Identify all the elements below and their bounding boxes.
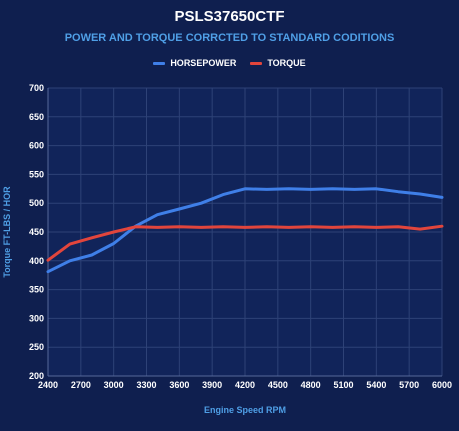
- x-tick-label: 4800: [301, 380, 321, 390]
- x-tick-label: 4200: [235, 380, 255, 390]
- y-axis-ticks: 200 250 300 350 400 450 500 550 600 650 700: [29, 83, 44, 381]
- y-tick-label: 550: [29, 169, 44, 179]
- legend-swatch-torque: [250, 61, 263, 65]
- y-tick-label: 300: [29, 313, 44, 323]
- x-tick-label: 5100: [333, 380, 353, 390]
- x-tick-label: 4500: [268, 380, 288, 390]
- x-tick-label: 5700: [399, 380, 419, 390]
- legend: HORSEPOWER TORQUE: [0, 58, 459, 68]
- x-tick-label: 3900: [202, 380, 222, 390]
- legend-label-torque: TORQUE: [267, 58, 306, 68]
- legend-label-horsepower: HORSEPOWER: [170, 58, 237, 68]
- y-tick-label: 250: [29, 342, 44, 352]
- y-tick-label: 400: [29, 256, 44, 266]
- chart-title: PSLS37650CTF: [174, 8, 285, 25]
- x-tick-label: 3600: [169, 380, 189, 390]
- x-axis-ticks: 2400 2700 3000 3300 3600 3900 4200 4500 4800 5100…: [38, 380, 452, 390]
- x-tick-label: 5400: [366, 380, 386, 390]
- grid: [47, 87, 443, 377]
- x-tick-label: 6000: [432, 380, 452, 390]
- series-line-horsepower: [46, 187, 444, 274]
- legend-swatch-horsepower: [153, 61, 166, 65]
- chart-subtitle: POWER AND TORQUE CORRCTED TO STANDARD CO…: [64, 32, 395, 44]
- x-axis-label: Engine Speed RPM: [204, 405, 286, 415]
- x-tick-label: 3000: [104, 380, 124, 390]
- y-tick-label: 500: [29, 198, 44, 208]
- y-tick-label: 450: [29, 227, 44, 237]
- legend-item-torque[interactable]: TORQUE: [250, 58, 306, 68]
- legend-item-horsepower[interactable]: HORSEPOWER: [153, 58, 236, 68]
- series-line-torque: [46, 224, 444, 262]
- y-tick-label: 200: [29, 371, 44, 381]
- x-tick-label: 2700: [71, 380, 91, 390]
- series-lines: [46, 187, 444, 274]
- x-tick-label: 2400: [38, 380, 58, 390]
- y-tick-label: 600: [29, 141, 44, 151]
- y-axis-label: Torque FT-LBS / HOR: [2, 186, 12, 278]
- y-tick-label: 650: [29, 112, 44, 122]
- x-tick-label: 3300: [136, 380, 156, 390]
- y-tick-label: 700: [29, 83, 44, 93]
- y-tick-label: 350: [29, 285, 44, 295]
